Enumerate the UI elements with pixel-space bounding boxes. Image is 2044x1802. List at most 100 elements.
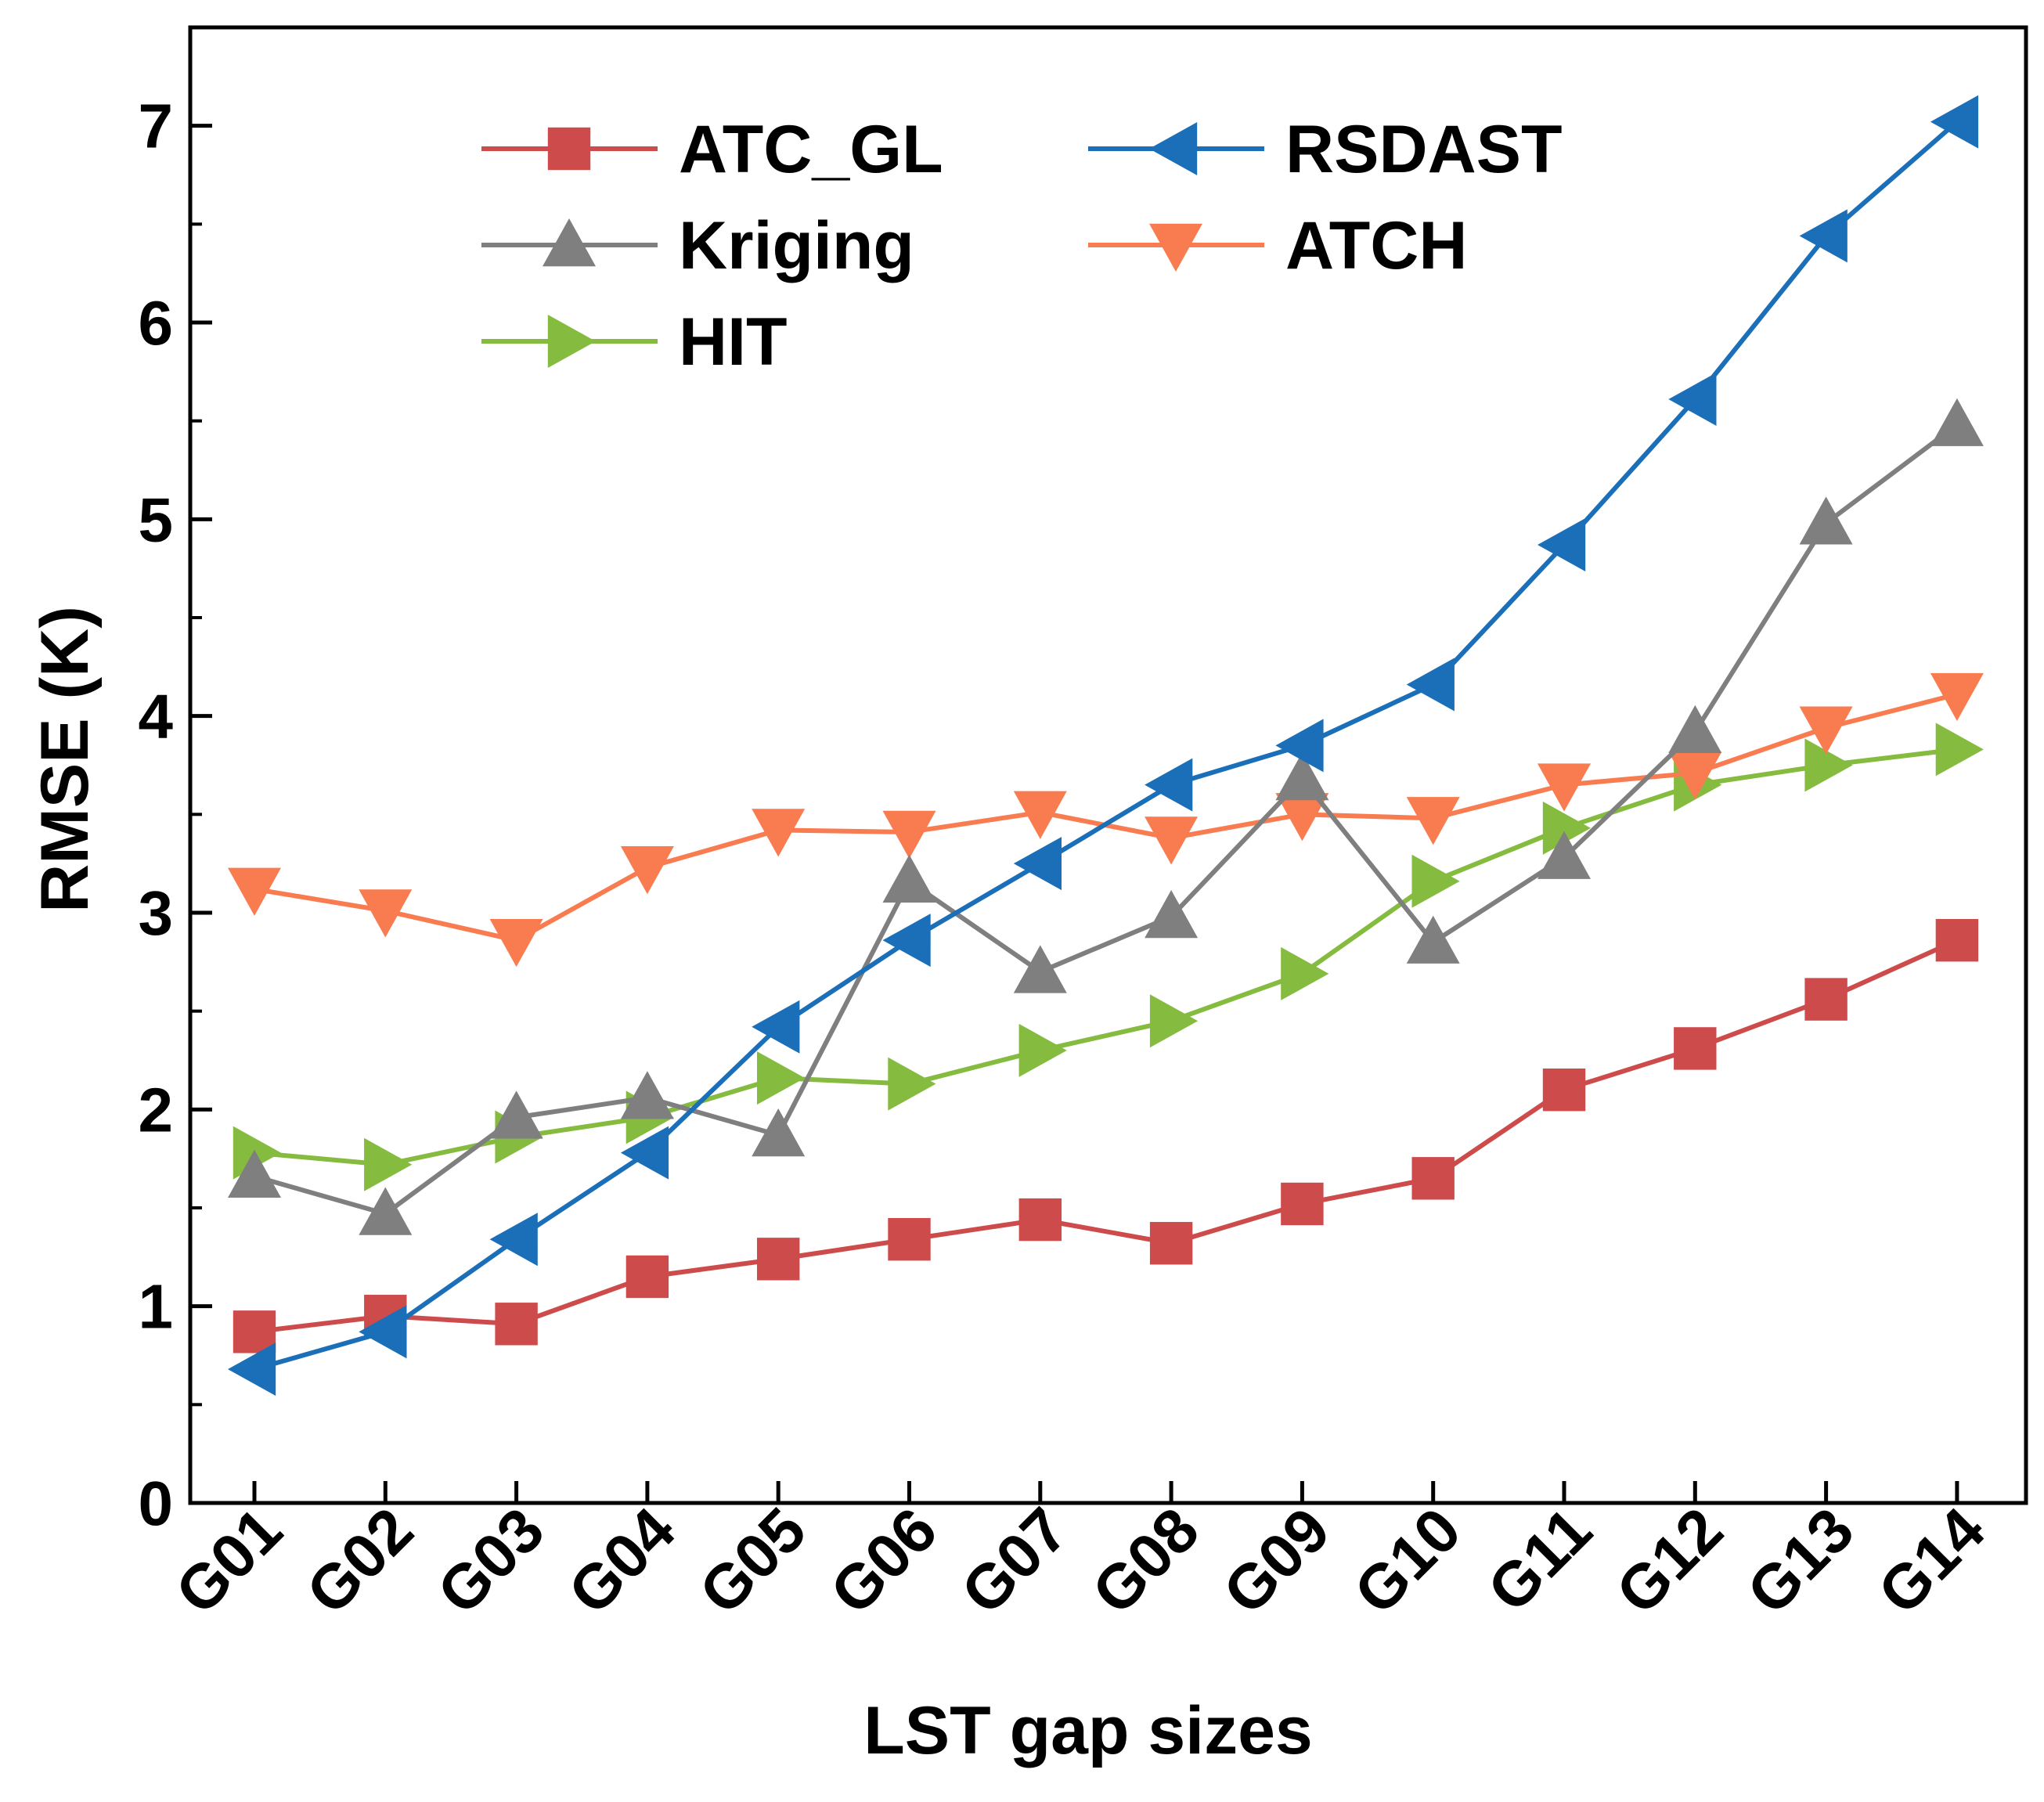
x-tick-label: G09 <box>1210 1494 1343 1627</box>
rsdast-point <box>1406 658 1455 712</box>
legend-marker <box>1149 122 1198 175</box>
kriging-point <box>882 854 936 903</box>
y-tick-label: 7 <box>139 92 174 161</box>
y-tick-label: 0 <box>139 1469 174 1538</box>
series-kriging <box>228 398 1984 1235</box>
atch-point <box>1799 706 1853 755</box>
x-tick-label: G04 <box>555 1494 688 1627</box>
kriging-line <box>254 423 1959 1216</box>
rsdast-point <box>1275 719 1324 773</box>
legend-label: ATCH <box>1285 208 1467 283</box>
hit-point <box>233 1126 281 1180</box>
rsdast-point <box>882 914 931 968</box>
legend-entry-hit: HIT <box>481 305 788 380</box>
kriging-point <box>1013 945 1067 993</box>
atch-point <box>1668 751 1722 800</box>
y-tick-label: 4 <box>139 682 174 751</box>
kriging-point <box>620 1071 674 1119</box>
series-hit <box>233 723 1984 1191</box>
x-tick-label: G13 <box>1734 1494 1867 1627</box>
x-tick-label: G01 <box>162 1494 295 1627</box>
atc-gl-point <box>233 1310 276 1353</box>
rsdast-point <box>1538 518 1586 572</box>
atc-gl-point <box>495 1303 538 1346</box>
atc-gl-point <box>1674 1027 1717 1070</box>
plot-frame <box>188 25 2028 1505</box>
hit-point <box>757 1051 806 1105</box>
atch-point <box>1930 672 1984 722</box>
legend-entry-atc-gl: ATC_GL <box>481 112 943 187</box>
hit-point <box>1149 994 1199 1048</box>
y-axis-title: RMSE (K) <box>27 606 103 913</box>
hit-point <box>364 1137 413 1191</box>
kriging-point <box>1538 831 1591 879</box>
y-tick-label: 3 <box>139 878 174 948</box>
rsdast-point <box>1145 758 1193 812</box>
y-tick-label: 6 <box>139 288 174 358</box>
legend-label: ATC_GL <box>679 112 943 187</box>
rsdast-point <box>620 1126 669 1180</box>
rsdast-point <box>1668 373 1717 427</box>
atch-point <box>1145 816 1199 865</box>
legend-marker <box>1149 223 1202 272</box>
rsdast-point <box>1799 209 1848 263</box>
rsdast-point <box>359 1305 407 1359</box>
y-tick-label: 2 <box>139 1075 174 1144</box>
atc-gl-point <box>757 1238 800 1281</box>
atch-point <box>1013 791 1067 839</box>
legend-marker <box>547 127 591 171</box>
legend: ATC_GL RSDAST Kriging ATCH HIT <box>481 112 1563 380</box>
legend-label: HIT <box>679 305 788 380</box>
rsdast-point <box>752 1000 800 1054</box>
atch-point <box>620 845 674 895</box>
rsdast-point <box>1013 837 1062 891</box>
x-tick-label: G11 <box>1474 1494 1605 1625</box>
kriging-point <box>752 1108 806 1157</box>
x-tick-label: G14 <box>1865 1494 1998 1627</box>
hit-point <box>1935 723 1984 777</box>
atc-gl-point <box>1149 1222 1193 1265</box>
atc-gl-point <box>1935 918 1979 962</box>
x-tick-label: G08 <box>1079 1494 1212 1627</box>
rsdast-point <box>489 1213 538 1267</box>
hit-point <box>1018 1023 1067 1077</box>
y-tick-label: 1 <box>139 1272 174 1342</box>
x-tick-label: G03 <box>424 1494 557 1627</box>
x-tick-label: G10 <box>1341 1494 1474 1627</box>
hit-point <box>1542 801 1591 855</box>
atc-gl-point <box>1542 1069 1586 1112</box>
atch-point <box>359 889 413 938</box>
atch-point <box>1538 763 1591 812</box>
atc-gl-point <box>1281 1182 1324 1226</box>
atc-gl-point <box>1804 978 1848 1021</box>
kriging-point <box>1930 398 1984 446</box>
x-tick-label: G06 <box>817 1494 950 1627</box>
legend-entry-atch: ATCH <box>1088 208 1467 283</box>
atc-gl-point <box>625 1255 669 1299</box>
kriging-point <box>1145 890 1199 939</box>
rsdast-point <box>228 1342 276 1397</box>
kriging-point <box>1406 915 1460 964</box>
atch-point <box>882 810 936 859</box>
series-rsdast <box>228 95 1979 1397</box>
x-axis-title: LST gap sizes <box>863 1693 1313 1768</box>
kriging-point <box>359 1187 413 1235</box>
x-tick-label: G05 <box>686 1494 819 1627</box>
atc-gl-point <box>1411 1157 1455 1200</box>
hit-point <box>1804 738 1853 792</box>
atch-point <box>489 918 543 968</box>
hit-line <box>254 747 1958 1167</box>
atch-point <box>752 809 806 857</box>
rsdast-point <box>1930 95 1979 149</box>
atc-gl-line <box>254 938 1959 1335</box>
hit-point <box>1281 946 1329 1000</box>
atch-point <box>228 867 281 916</box>
atch-point <box>1275 793 1329 842</box>
series-layer <box>228 95 1984 1397</box>
atc-gl-point <box>1018 1198 1062 1242</box>
kriging-point <box>489 1090 543 1139</box>
kriging-point <box>1799 496 1853 545</box>
atc-gl-point <box>888 1218 931 1261</box>
